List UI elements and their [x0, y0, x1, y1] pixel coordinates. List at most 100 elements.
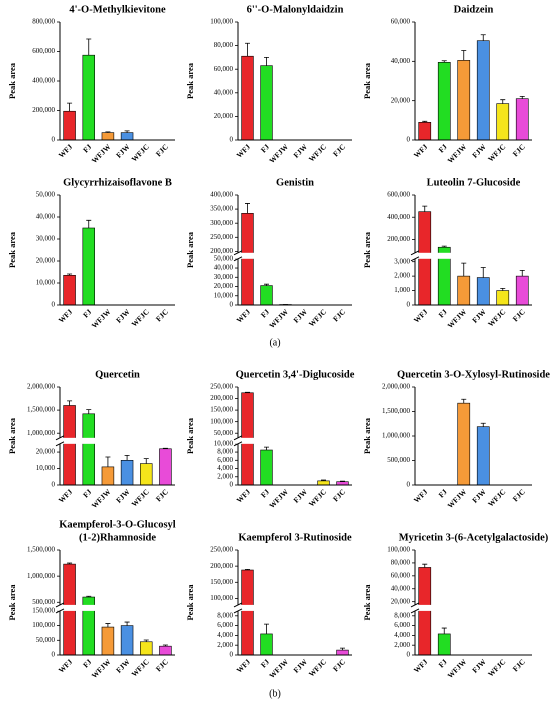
x-tick-label: WFJC	[129, 307, 150, 328]
x-tick-label: FJC	[331, 307, 347, 323]
axis-break	[411, 604, 532, 611]
y-tick-label: 10,000	[36, 464, 56, 472]
y-tick-label: 100,000	[210, 594, 233, 602]
chart-title: 6''-O-Malonyldaidzin	[247, 4, 344, 15]
bar	[241, 213, 254, 306]
chart-title: Luteolin 7-Glucoside	[427, 177, 521, 188]
y-tick-label: 250,000	[210, 233, 233, 241]
y-tick-label: 1,000,000	[27, 429, 56, 437]
y-axis-label: Peak area	[362, 417, 372, 454]
bar	[82, 413, 95, 486]
y-axis-label: Peak area	[7, 584, 17, 621]
y-tick-label: 0	[230, 481, 234, 489]
bar	[437, 62, 451, 141]
x-tick-label: WFJC	[486, 657, 507, 678]
error-bar	[500, 99, 506, 104]
error-bar	[264, 283, 269, 286]
y-tick-label: 40,000	[36, 213, 56, 221]
bar	[120, 132, 134, 141]
bar	[120, 460, 134, 486]
break-mark	[233, 435, 243, 447]
axis-break	[234, 604, 352, 611]
y-axis-label: Peak area	[185, 231, 195, 268]
x-tick-label: WFJC	[486, 142, 507, 163]
axis-break	[411, 252, 532, 259]
y-tick-label: 20,000	[214, 282, 234, 290]
x-tick-label: FJ	[81, 142, 93, 154]
error-bar	[461, 50, 467, 61]
y-tick-label: 100,000	[32, 621, 55, 629]
chart-title: Kaempferol 3-Rutinoside	[238, 532, 352, 543]
error-bar	[480, 267, 486, 278]
error-bar	[86, 219, 92, 228]
x-tick-label: FJ	[259, 487, 271, 499]
bar	[336, 649, 349, 656]
error-bar	[105, 623, 111, 628]
y-tick-label: 4,000	[217, 464, 233, 472]
x-tick-label: WFJC	[129, 487, 150, 508]
x-tick-label: WFJ	[412, 142, 430, 160]
error-bar	[422, 563, 428, 568]
error-bar	[86, 38, 92, 56]
y-tick-label: 6,000	[217, 456, 233, 464]
axis-break	[56, 437, 175, 444]
y-tick-label: 2,000,000	[382, 383, 411, 391]
y-axis-label: Peak area	[7, 417, 17, 454]
bar	[476, 277, 490, 306]
y-tick-label: 200,000	[387, 235, 410, 243]
x-tick-label: WFJW	[267, 142, 290, 165]
y-tick-label: 50,000	[214, 429, 234, 437]
y-tick-label: 40,000	[391, 584, 411, 592]
x-tick-label: WFJW	[446, 657, 469, 680]
error-bar	[264, 57, 269, 66]
y-tick-label: 0	[230, 136, 234, 144]
x-tick-label: WFJW	[267, 487, 290, 510]
error-bar	[461, 262, 467, 277]
y-tick-label: 0	[407, 301, 411, 309]
x-tick-label: FJ	[437, 142, 449, 154]
y-tick-label: 8,000	[217, 611, 233, 619]
bar	[515, 98, 529, 141]
error-bar	[245, 568, 250, 571]
error-bar	[422, 205, 428, 212]
x-tick-label: FJC	[154, 657, 170, 673]
x-tick-label: WFJC	[129, 142, 150, 163]
bar	[515, 275, 529, 306]
bar	[159, 448, 172, 486]
y-tick-label: 60,000	[391, 18, 411, 26]
error-bar	[441, 245, 447, 248]
error-bar	[86, 595, 92, 598]
bar	[476, 40, 490, 141]
error-bar	[245, 203, 250, 214]
x-tick-label: WFJW	[267, 307, 290, 330]
error-bar	[86, 409, 92, 414]
y-tick-label: 20,000	[214, 112, 234, 120]
error-bar	[340, 480, 345, 482]
y-tick-label: 1,000,000	[27, 572, 56, 580]
x-tick-label: WFJW	[90, 142, 113, 165]
x-tick-label: FJ	[81, 307, 93, 319]
error-bar	[264, 623, 269, 634]
error-bar	[124, 621, 130, 626]
error-bar	[321, 479, 326, 481]
x-tick-label: WFJC	[486, 307, 507, 328]
bar	[63, 405, 76, 486]
x-tick-label: WFJW	[446, 307, 469, 330]
x-tick-label: WFJC	[129, 657, 150, 678]
y-axis-label: Peak area	[185, 584, 195, 621]
bar	[82, 227, 95, 306]
bar	[457, 275, 471, 306]
x-tick-label: WFJC	[307, 657, 328, 678]
x-tick-label: FJC	[331, 142, 347, 158]
y-tick-label: 400,000	[387, 213, 410, 221]
error-bar	[67, 273, 73, 276]
x-tick-label: FJ	[259, 657, 271, 669]
y-tick-label: 2,000	[394, 272, 410, 280]
axis-break	[56, 604, 175, 611]
y-tick-label: 40,000	[214, 88, 234, 96]
break-mark	[410, 602, 420, 614]
bar	[140, 463, 153, 486]
bar	[260, 633, 273, 656]
chart-title: Daidzein	[454, 4, 494, 15]
y-tick-label: 1,500,000	[27, 546, 56, 554]
